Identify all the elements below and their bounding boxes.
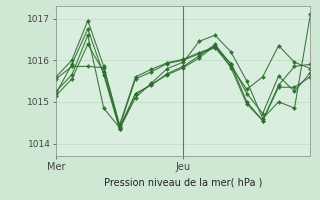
- X-axis label: Pression niveau de la mer( hPa ): Pression niveau de la mer( hPa ): [104, 177, 262, 187]
